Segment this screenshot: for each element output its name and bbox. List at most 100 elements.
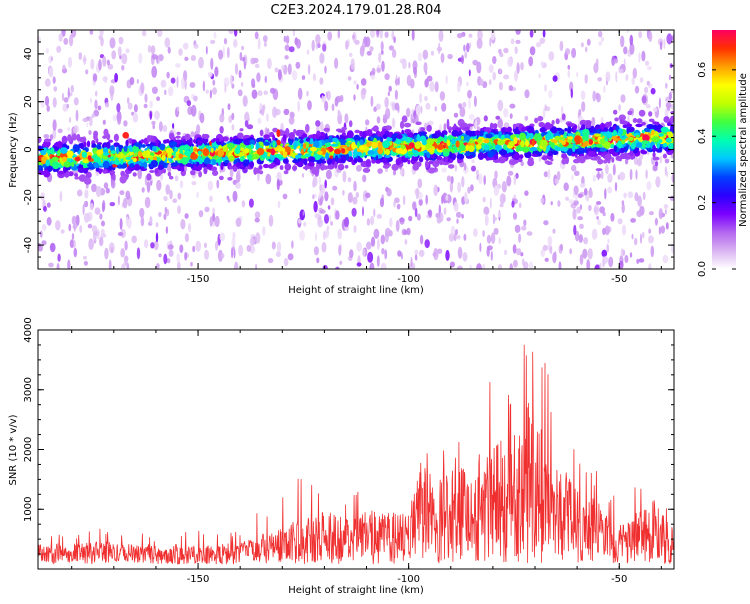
- heatmap-cell: [618, 128, 623, 136]
- heatmap-cell: [196, 191, 200, 198]
- heatmap-cell: [432, 252, 437, 257]
- heatmap-cell: [478, 30, 481, 39]
- heatmap-cell: [365, 119, 370, 126]
- heatmap-cell: [503, 47, 509, 54]
- heatmap-cell: [367, 150, 375, 155]
- heatmap-cell: [519, 132, 526, 141]
- heatmap-cell: [146, 173, 152, 181]
- heatmap-cell: [309, 146, 318, 152]
- heatmap-cell: [276, 178, 280, 191]
- heatmap-cell: [73, 97, 79, 106]
- heatmap-cell: [102, 200, 106, 212]
- heatmap-cell: [229, 136, 233, 142]
- heatmap-cell: [93, 156, 101, 163]
- heatmap-cell: [196, 161, 200, 166]
- heatmap-cell: [461, 176, 465, 188]
- heatmap-cell: [63, 161, 71, 168]
- heatmap-cell: [38, 244, 43, 252]
- heatmap-cell: [563, 182, 569, 191]
- heatmap-cell: [204, 249, 209, 260]
- heatmap-cell: [567, 136, 574, 140]
- heatmap-cell: [497, 139, 505, 146]
- heatmap-cell: [347, 192, 353, 203]
- heatmap-cell: [312, 194, 315, 200]
- heatmap-cell: [366, 50, 372, 56]
- heatmap-cell: [214, 138, 220, 142]
- heatmap-cell: [327, 205, 331, 210]
- heatmap-cell: [666, 105, 671, 112]
- heatmap-cell: [423, 62, 428, 74]
- colorbar-label: Normalized spectral amplitude: [738, 73, 749, 227]
- heatmap-cell: [414, 114, 419, 124]
- heatmap-cell: [272, 106, 278, 118]
- heatmap-cell: [142, 150, 149, 158]
- heatmap-cell: [89, 116, 93, 127]
- heatmap-cell: [424, 160, 429, 168]
- heatmap-cell: [120, 158, 124, 165]
- heatmap-cell: [579, 119, 588, 126]
- heatmap-cell: [540, 61, 544, 67]
- heatmap-cell: [599, 147, 607, 152]
- heatmap-cell: [264, 42, 267, 47]
- heatmap-cell: [582, 128, 590, 137]
- heatmap-cell: [383, 114, 388, 120]
- heatmap-cell: [108, 259, 112, 269]
- heatmap-cell: [663, 38, 666, 50]
- heatmap-cell: [197, 155, 202, 161]
- heatmap-cell: [231, 124, 235, 131]
- heatmap-cell: [276, 241, 282, 253]
- heatmap-cell: [430, 154, 436, 159]
- heatmap-cell: [243, 148, 250, 154]
- heatmap-cell: [507, 170, 514, 176]
- heatmap-cell: [396, 134, 403, 140]
- heatmap-cell: [231, 247, 234, 259]
- heatmap-cell: [291, 240, 294, 249]
- heatmap-cell: [329, 154, 333, 160]
- heatmap-cell: [362, 174, 367, 183]
- heatmap-cell: [463, 233, 467, 241]
- heatmap-cell: [441, 102, 447, 112]
- heatmap-cell: [370, 215, 375, 226]
- heatmap-cell: [83, 260, 88, 266]
- heatmap-cell: [220, 162, 224, 171]
- heatmap-cell: [344, 216, 350, 228]
- heatmap-cell: [414, 254, 418, 261]
- heatmap-cell: [479, 130, 484, 137]
- heatmap-cell: [515, 172, 519, 179]
- heatmap-cell: [604, 188, 607, 200]
- heatmap-cell: [172, 198, 178, 203]
- heatmap-cell: [599, 262, 602, 269]
- heatmap-cell: [660, 225, 666, 234]
- heatmap-cell: [399, 217, 405, 223]
- heatmap-cell: [318, 176, 322, 185]
- heatmap-cell: [503, 249, 508, 255]
- heatmap-cell: [314, 213, 321, 219]
- heatmap-cell: [89, 202, 94, 211]
- heatmap-cell: [72, 126, 77, 135]
- heatmap-cell: [388, 85, 392, 92]
- heatmap-cell: [468, 33, 473, 38]
- heatmap-cell: [606, 243, 610, 253]
- heatmap-cell: [41, 240, 47, 246]
- heatmap-cell: [396, 203, 401, 210]
- heatmap-cell: [397, 76, 400, 86]
- heatmap-cell: [160, 79, 167, 88]
- heatmap-cell: [119, 175, 127, 184]
- heatmap-cell: [181, 77, 185, 90]
- heatmap-cell: [493, 123, 498, 129]
- heatmap-cell: [263, 141, 271, 146]
- heatmap-cell: [376, 103, 381, 110]
- heatmap-cell: [461, 54, 464, 65]
- heatmap-cell: [164, 206, 168, 214]
- heatmap-cell: [641, 129, 645, 134]
- heatmap-cell: [190, 145, 194, 154]
- heatmap-cell: [227, 198, 231, 203]
- heatmap-cell: [122, 132, 129, 139]
- heatmap-cell: [189, 137, 193, 145]
- heatmap-cell: [361, 87, 367, 95]
- y-tick-label: 20: [23, 95, 34, 108]
- heatmap-cell: [636, 118, 643, 124]
- heatmap-cell: [462, 251, 468, 262]
- heatmap-cell: [79, 142, 85, 150]
- heatmap-cell: [464, 135, 471, 142]
